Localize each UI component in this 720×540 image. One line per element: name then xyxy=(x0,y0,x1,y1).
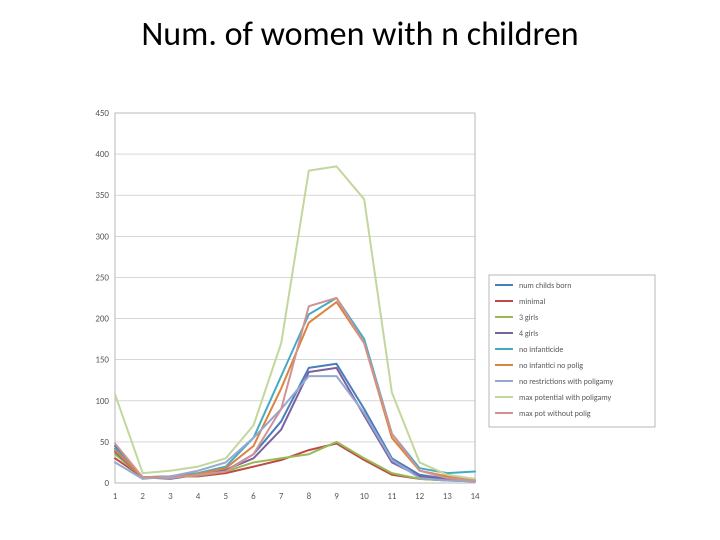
legend-label: 4 girls xyxy=(519,329,538,339)
chart-container: 0501001502002503003504004501234567891011… xyxy=(85,105,665,515)
x-tick-label: 12 xyxy=(415,491,425,502)
y-tick-label: 100 xyxy=(95,396,109,407)
y-tick-label: 50 xyxy=(100,437,110,448)
legend-label: no infantici no polig xyxy=(519,361,583,371)
x-tick-label: 6 xyxy=(251,491,256,502)
x-tick-label: 8 xyxy=(307,491,312,502)
chart-title-text: Num. of women with n children xyxy=(141,14,578,55)
x-tick-label: 2 xyxy=(140,491,145,502)
x-tick-label: 5 xyxy=(223,491,228,502)
legend-label: minimal xyxy=(519,297,545,307)
y-tick-label: 150 xyxy=(95,355,109,366)
legend: num childs born minimal 3 girls 4 girls no i… xyxy=(489,275,655,427)
series-line xyxy=(115,368,475,482)
legend-label: no infanticide xyxy=(519,345,563,355)
y-tick-label: 400 xyxy=(95,149,109,160)
x-tick-label: 11 xyxy=(387,491,397,502)
y-tick-label: 300 xyxy=(95,231,109,242)
x-tick-label: 4 xyxy=(196,491,201,502)
legend-label: 3 girls xyxy=(519,313,538,323)
line-chart: 0501001502002503003504004501234567891011… xyxy=(85,105,665,515)
legend-label: no restrictions with poligamy xyxy=(519,377,613,387)
y-tick-label: 250 xyxy=(95,272,109,283)
y-tick-label: 350 xyxy=(95,190,109,201)
series-line xyxy=(115,376,475,481)
legend-label: max pot without polig xyxy=(519,409,591,419)
x-tick-label: 13 xyxy=(443,491,453,502)
legend-label: max potential with poligamy xyxy=(519,393,612,403)
y-tick-label: 200 xyxy=(95,314,109,325)
y-tick-label: 0 xyxy=(104,478,109,489)
series-line xyxy=(115,166,475,479)
x-tick-label: 14 xyxy=(470,491,480,502)
y-tick-label: 450 xyxy=(95,108,109,119)
series-line xyxy=(115,298,475,477)
x-tick-label: 10 xyxy=(360,491,370,502)
x-tick-label: 1 xyxy=(113,491,118,502)
legend-label: num childs born xyxy=(519,281,571,291)
chart-title: Num. of women with n children xyxy=(0,14,720,55)
series-line xyxy=(115,302,475,480)
series-line xyxy=(115,298,475,481)
x-tick-label: 9 xyxy=(334,491,339,502)
x-tick-label: 7 xyxy=(279,491,284,502)
x-tick-label: 3 xyxy=(168,491,173,502)
